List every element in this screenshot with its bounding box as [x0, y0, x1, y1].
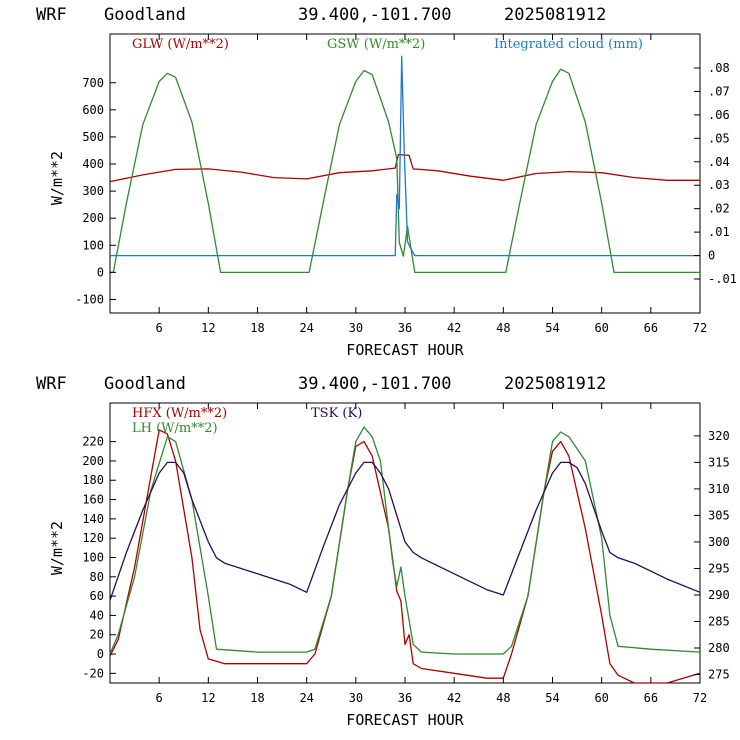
panel-1-y2-tick-label: .06 — [708, 108, 730, 122]
panel-2-x-tick-label: 72 — [693, 691, 707, 705]
panel-1-y-tick-label: 500 — [82, 130, 104, 144]
panel-1-y2-tick-label: .08 — [708, 61, 730, 75]
panel-1-x-tick-label: 6 — [156, 321, 163, 335]
panel-2-y-tick-label: 160 — [82, 493, 104, 507]
panel-2-y2-tick-label: 275 — [708, 668, 730, 682]
legend-glw: GLW (W/m**2) — [132, 37, 229, 52]
panel-2-x-tick-label: 6 — [156, 691, 163, 705]
panel-2-x-axis-label: FORECAST HOUR — [346, 711, 464, 729]
panel-1-station: Goodland — [104, 5, 186, 25]
panel-1-x-tick-label: 24 — [299, 321, 313, 335]
panel-2-y-tick-label: 180 — [82, 473, 104, 487]
panel-1-x-tick-label: 12 — [201, 321, 215, 335]
panel-2-y2-tick-label: 295 — [708, 561, 730, 575]
panel-2-header: WRF Goodland 39.400,-101.700 2025081912 — [36, 374, 606, 394]
panel-1-y-axis-label: W/m**2 — [48, 151, 66, 205]
legend-gsw: GSW (W/m**2) — [327, 37, 425, 52]
panel-2-y2-tick-label: 315 — [708, 455, 730, 469]
panel-1-header: WRF Goodland 39.400,-101.700 2025081912 — [36, 5, 606, 25]
panel-1-x-tick-label: 36 — [398, 321, 412, 335]
panel-2-x-tick-label: 60 — [594, 691, 608, 705]
panel-2-y-tick-label: 60 — [90, 589, 104, 603]
panel-1-model: WRF — [36, 5, 67, 25]
panel-1-x-axis-label: FORECAST HOUR — [346, 341, 464, 359]
panel-2-y-tick-label: -20 — [82, 666, 104, 680]
panel-1-x-tick-label: 42 — [447, 321, 461, 335]
panel-2-y-tick-label: 200 — [82, 454, 104, 468]
panel-2-x-tick-label: 24 — [299, 691, 313, 705]
panel-2-y2-tick-label: 280 — [708, 641, 730, 655]
panel-2-y-tick-label: 40 — [90, 608, 104, 622]
panel-2-x-tick-label: 42 — [447, 691, 461, 705]
panel-1-y-tick-label: 0 — [97, 265, 104, 279]
panel-1-coords: 39.400,-101.700 — [298, 5, 452, 25]
panel-1-x-tick-label: 54 — [545, 321, 559, 335]
panel-1-y2-tick-label: .07 — [708, 84, 730, 98]
panel-2-coords: 39.400,-101.700 — [298, 374, 452, 394]
panel-1-y-tick-label: 100 — [82, 238, 104, 252]
panel-2-x-tick-label: 36 — [398, 691, 412, 705]
panel-1-x-tick-label: 66 — [644, 321, 658, 335]
panel-2-y-tick-label: 20 — [90, 628, 104, 642]
panel-1-y2-tick-label: 0 — [708, 249, 715, 263]
panel-1-x-tick-label: 60 — [594, 321, 608, 335]
panel-1-x-tick-label: 72 — [693, 321, 707, 335]
panel-1-init-time: 2025081912 — [504, 5, 606, 25]
legend-tsk: TSK (K) — [311, 406, 362, 421]
panel-2-x-tick-label: 48 — [496, 691, 510, 705]
panel-2-y-tick-label: 140 — [82, 512, 104, 526]
legend-lh: LH (W/m**2) — [132, 421, 218, 436]
panel-1-y2-tick-label: .04 — [708, 155, 730, 169]
panel-2-axes-layer: 6 12 18 24 30 36 42 48 54 60 66 72 -20 0 20 40 60 80 100 12… — [82, 403, 730, 705]
panel-2-x-tick-label: 66 — [644, 691, 658, 705]
panel-1-y-tick-label: -100 — [75, 292, 104, 306]
panel-2-series-tsk-line — [109, 461, 701, 601]
panel-2-x-tick-label: 18 — [250, 691, 264, 705]
panel-2-y2-tick-label: 290 — [708, 588, 730, 602]
panel-2-y2-tick-label: 310 — [708, 482, 730, 496]
panel-1-y2-tick-label: .01 — [708, 225, 730, 239]
panel-1-series-gsw-line — [110, 68, 700, 274]
panel-2-x-tick-label: 30 — [349, 691, 363, 705]
panel-2-y2-tick-label: 300 — [708, 535, 730, 549]
panel-1-chart: 6 12 18 24 30 36 42 48 54 60 66 72 -100 0 100 200 300 400… — [48, 33, 737, 359]
panel-2-y2-tick-label: 305 — [708, 508, 730, 522]
panel-1-x-tick-label: 18 — [250, 321, 264, 335]
panel-1-y-tick-label: 600 — [82, 103, 104, 117]
panel-2-chart: 6 12 18 24 30 36 42 48 54 60 66 72 -20 0 20 40 60 80 100 12… — [48, 402, 730, 729]
panel-1-y-tick-label: 700 — [82, 76, 104, 90]
panel-1-y-tick-label: 400 — [82, 157, 104, 171]
panel-2-y-tick-label: 0 — [97, 647, 104, 661]
panel-1-axes-layer: 6 12 18 24 30 36 42 48 54 60 66 72 -100 0 100 200 300 400… — [75, 34, 737, 335]
legend-integrated-cloud: Integrated cloud (mm) — [494, 37, 643, 52]
panel-1-x-tick-label: 30 — [349, 321, 363, 335]
panel-2-y-axis-label: W/m**2 — [48, 521, 66, 575]
panel-2-y-tick-label: 220 — [82, 435, 104, 449]
panel-2-x-tick-label: 54 — [545, 691, 559, 705]
panel-2-series-hfx-line — [109, 429, 701, 684]
panel-2-series-lh-line — [109, 426, 701, 655]
panel-2-series-layer — [109, 426, 701, 684]
panel-2-y-tick-label: 80 — [90, 570, 104, 584]
panel-1-y2-tick-label: .05 — [708, 131, 730, 145]
panel-1-y2-tick-label: .03 — [708, 178, 730, 192]
panel-2-y-tick-label: 120 — [82, 531, 104, 545]
panel-2-y-tick-label: 100 — [82, 550, 104, 564]
panel-1-y-tick-label: 200 — [82, 211, 104, 225]
panel-2-model: WRF — [36, 374, 67, 394]
panel-2-y2-tick-label: 320 — [708, 429, 730, 443]
panel-1-series-layer — [109, 55, 700, 274]
panel-1-x-tick-label: 48 — [496, 321, 510, 335]
panel-1-y-tick-label: 300 — [82, 184, 104, 198]
panel-2-station: Goodland — [104, 374, 186, 394]
panel-1-y2-tick-label: .02 — [708, 202, 730, 216]
panel-2-x-tick-label: 12 — [201, 691, 215, 705]
panel-1-y2-tick-label: -.01 — [708, 272, 737, 286]
legend-hfx: HFX (W/m**2) — [132, 406, 227, 421]
panel-2-init-time: 2025081912 — [504, 374, 606, 394]
panel-1-series-integrated-line — [110, 55, 700, 257]
panel-2-y2-tick-label: 285 — [708, 614, 730, 628]
